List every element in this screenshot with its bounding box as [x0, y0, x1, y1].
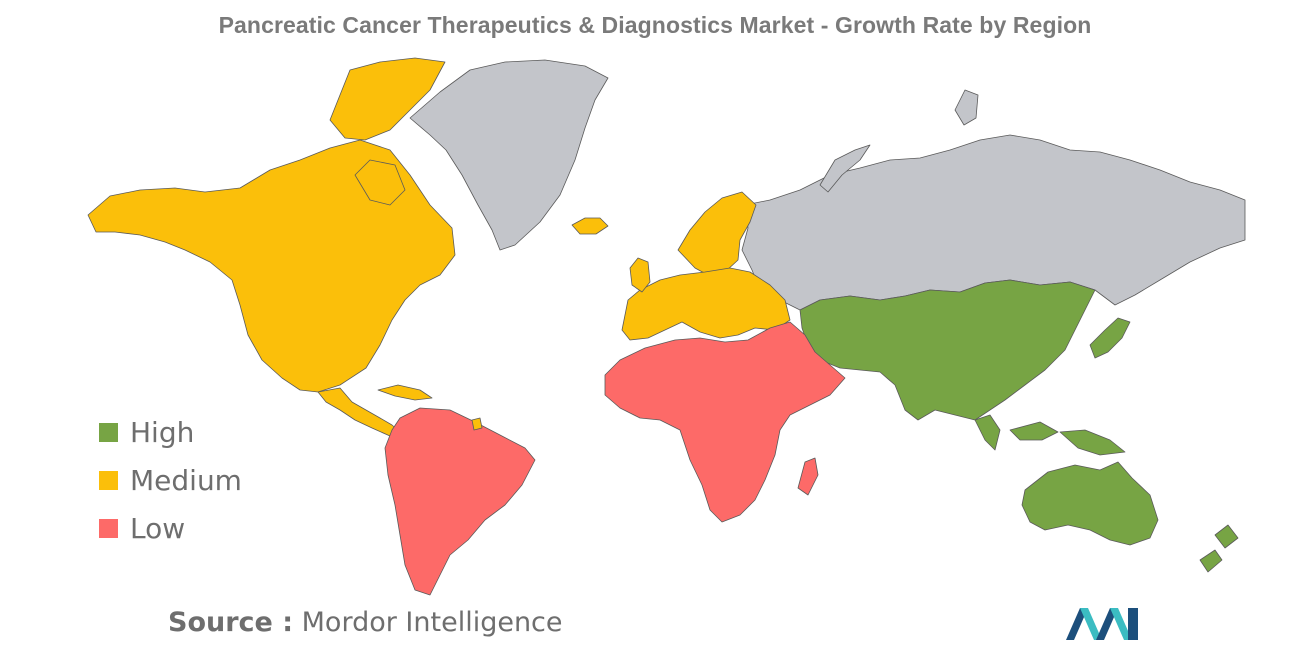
region-caribbean — [377, 384, 433, 401]
region-japan — [1089, 317, 1131, 359]
region-svalbard — [954, 89, 979, 126]
region-new-zealand — [1199, 524, 1239, 573]
legend-label-medium: Medium — [130, 463, 242, 497]
legend: High Medium Low — [99, 408, 242, 552]
region-madagascar — [797, 457, 819, 496]
legend-swatch-high — [99, 422, 118, 442]
region-canadian-arctic — [329, 57, 446, 141]
region-baffin — [354, 159, 406, 206]
mordor-intelligence-logo-icon — [1066, 608, 1138, 640]
region-north-america — [87, 139, 456, 393]
source-value: Mordor Intelligence — [301, 607, 563, 638]
region-british-isles — [629, 257, 651, 293]
region-iceland — [571, 217, 609, 235]
chart-title: Pancreatic Cancer Therapeutics & Diagnos… — [218, 12, 1092, 38]
region-novaya-zemlya — [819, 144, 871, 193]
region-southeast-asia — [974, 414, 1126, 456]
region-south-america — [384, 407, 536, 596]
region-asia-pacific — [799, 279, 1096, 421]
legend-swatch-low — [99, 518, 118, 538]
legend-item-medium: Medium — [99, 456, 242, 504]
legend-label-low: Low — [130, 511, 186, 545]
region-europe — [621, 267, 791, 341]
region-greenland — [409, 59, 609, 251]
region-scandinavia — [677, 191, 757, 276]
source-note: Source : Mordor Intelligence — [168, 607, 563, 638]
legend-label-high: High — [130, 415, 195, 449]
legend-swatch-medium — [99, 470, 118, 490]
region-middle-east-africa — [604, 321, 846, 523]
region-french-guiana — [471, 417, 483, 431]
region-central-america — [317, 387, 401, 437]
legend-item-low: Low — [99, 504, 242, 552]
source-label: Source : — [168, 607, 294, 638]
region-australia — [1021, 461, 1159, 546]
legend-item-high: High — [99, 408, 242, 456]
